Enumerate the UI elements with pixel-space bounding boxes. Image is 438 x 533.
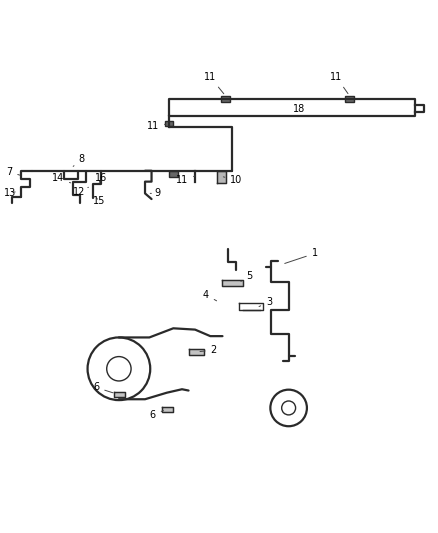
Polygon shape — [114, 392, 125, 397]
Polygon shape — [188, 349, 204, 355]
Text: 6: 6 — [93, 383, 113, 393]
Text: 11: 11 — [147, 122, 165, 131]
Text: 11: 11 — [176, 175, 195, 185]
Text: 13: 13 — [4, 188, 16, 198]
Polygon shape — [162, 407, 173, 412]
Text: 10: 10 — [223, 175, 243, 185]
Text: 9: 9 — [150, 188, 160, 198]
Bar — [221, 96, 230, 102]
Text: 11: 11 — [204, 72, 224, 94]
Text: 1: 1 — [285, 248, 318, 263]
Text: 4: 4 — [203, 290, 216, 301]
Text: 2: 2 — [200, 345, 217, 355]
Text: 3: 3 — [259, 297, 272, 307]
Text: 7: 7 — [6, 167, 20, 176]
Text: 15: 15 — [93, 196, 106, 206]
Text: 14: 14 — [52, 173, 71, 183]
Text: 18: 18 — [293, 104, 306, 114]
Text: 5: 5 — [241, 271, 253, 281]
Text: 11: 11 — [330, 72, 348, 94]
Bar — [169, 172, 178, 177]
Bar — [165, 121, 173, 126]
Text: 16: 16 — [95, 173, 107, 183]
Polygon shape — [217, 171, 226, 183]
Text: 6: 6 — [150, 410, 163, 421]
Text: 8: 8 — [73, 154, 85, 166]
Bar — [345, 96, 354, 102]
Polygon shape — [223, 280, 243, 286]
Text: 12: 12 — [73, 187, 88, 197]
